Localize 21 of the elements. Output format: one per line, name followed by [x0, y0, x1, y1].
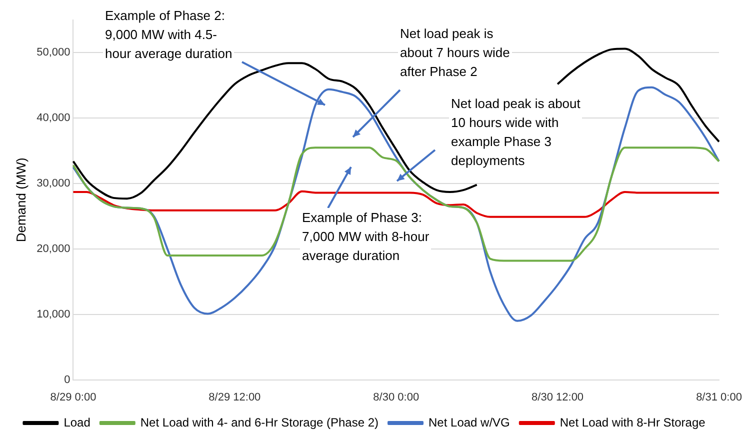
line-series	[72, 86, 720, 322]
y-tick-label: 20,000	[36, 242, 70, 255]
annotation: Example of Phase 2: 9,000 MW with 4.5- hour average duration	[103, 6, 234, 63]
x-tick-label: 8/29 0:00	[50, 391, 96, 404]
annotation: Example of Phase 3: 7,000 MW with 8-hour average duration	[300, 208, 432, 265]
legend-label: Net Load w/VG	[428, 415, 510, 430]
x-tick-label: 8/30 12:00	[532, 391, 584, 404]
y-tick-label: 50,000	[36, 46, 70, 59]
y-axis-title: Demand (MW)	[13, 158, 28, 242]
x-tick-label: 8/29 12:00	[208, 391, 261, 404]
annotation: Net load peak is about 10 hours wide with example Phase 3 deployments	[449, 94, 582, 170]
y-tick-label: 30,000	[36, 178, 70, 190]
y-tick-label: 0	[64, 374, 70, 386]
x-tick-label: 8/30 0:00	[373, 391, 420, 404]
legend-label: Net Load with 4- and 6-Hr Storage (Phase 2)	[140, 415, 379, 430]
legend-label: Net Load with 8-Hr Storage	[560, 415, 706, 430]
legend-label: Load	[64, 415, 90, 430]
x-tick-label: 8/31 0:00	[696, 391, 742, 404]
y-tick-label: 10,000	[36, 308, 70, 320]
y-tick-label: 40,000	[36, 112, 70, 124]
annotation: Net load peak is about 7 hours wide after Phase 2	[398, 24, 512, 81]
